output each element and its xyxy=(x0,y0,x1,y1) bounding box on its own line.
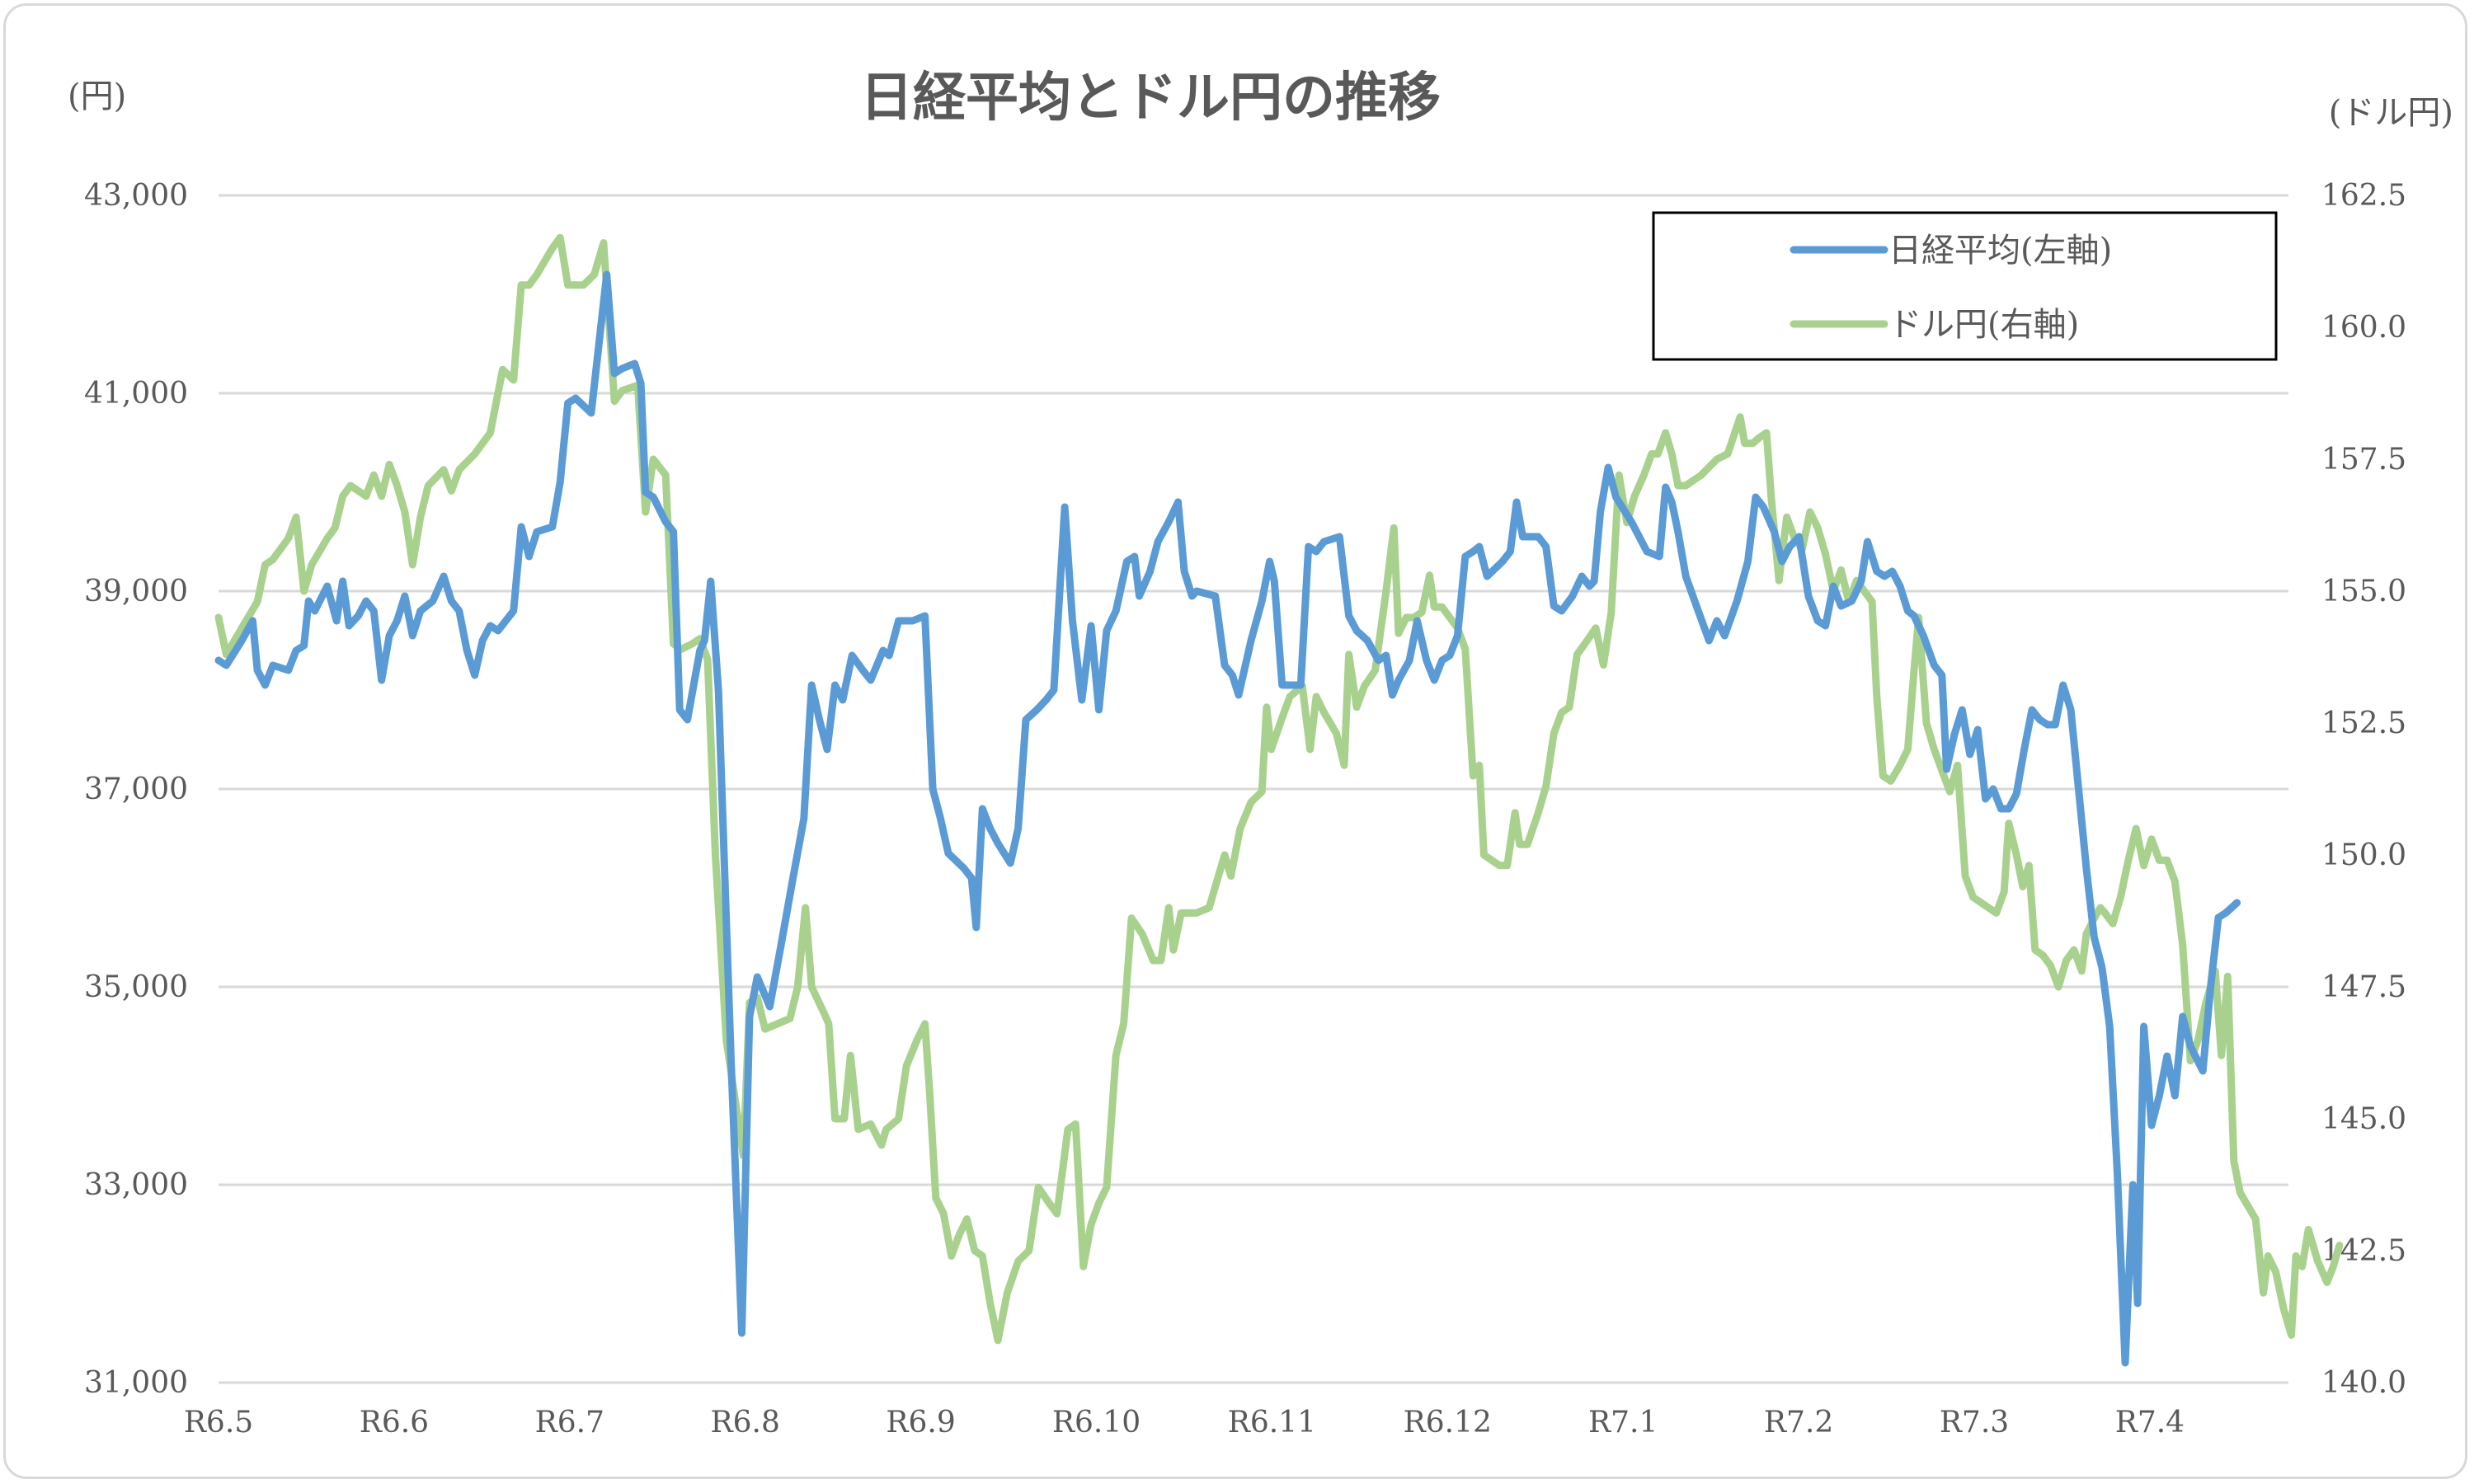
right-axis-ticks: 140.0142.5145.0147.5150.0152.5155.0157.5… xyxy=(2321,179,2406,1400)
x-tick-label: R6.5 xyxy=(184,1406,253,1439)
x-tick-label: R7.3 xyxy=(1940,1406,2009,1439)
left-tick-label: 39,000 xyxy=(84,575,188,608)
chart-title: 日経平均とドル円の推移 xyxy=(860,67,1441,129)
left-tick-label: 37,000 xyxy=(84,773,188,806)
right-tick-label: 162.5 xyxy=(2321,179,2406,213)
legend-label-nikkei: 日経平均(左軸) xyxy=(1888,232,2112,270)
right-tick-label: 155.0 xyxy=(2321,575,2406,608)
left-tick-label: 43,000 xyxy=(84,179,188,213)
x-tick-label: R6.10 xyxy=(1052,1406,1141,1439)
gridlines xyxy=(219,194,2288,1384)
x-tick-label: R6.11 xyxy=(1228,1406,1316,1439)
right-tick-label: 147.5 xyxy=(2321,970,2406,1004)
x-tick-label: R7.4 xyxy=(2115,1406,2185,1439)
x-axis-ticks: R6.5 R6.6 R6.7 R6.8 R6.9 R6.10 R6.11 R6.12 R7.1 R… xyxy=(184,1406,2185,1439)
right-tick-label: 152.5 xyxy=(2321,707,2406,740)
right-tick-label: 145.0 xyxy=(2321,1102,2406,1136)
right-tick-label: 157.5 xyxy=(2321,443,2406,477)
x-tick-label: R6.8 xyxy=(711,1406,780,1439)
right-tick-label: 150.0 xyxy=(2321,838,2406,872)
x-tick-label: R6.9 xyxy=(886,1406,955,1439)
x-tick-label: R7.2 xyxy=(1764,1406,1833,1439)
right-tick-label: 140.0 xyxy=(2321,1366,2406,1400)
series-layer xyxy=(214,233,2344,1367)
legend-label-usdjpy: ドル円(右軸) xyxy=(1888,306,2079,344)
right-tick-label: 160.0 xyxy=(2321,311,2406,345)
left-axis-ticks: 31,000 33,000 35,000 37,000 39,000 41,000 43,0… xyxy=(84,179,188,1400)
x-tick-label: R7.1 xyxy=(1588,1406,1658,1439)
x-tick-label: R6.7 xyxy=(535,1406,604,1439)
x-tick-label: R6.12 xyxy=(1404,1406,1492,1439)
left-tick-label: 35,000 xyxy=(84,970,188,1004)
left-tick-label: 33,000 xyxy=(84,1168,188,1202)
series-line-nikkei xyxy=(214,270,2241,1367)
right-axis-unit: (ドル円) xyxy=(2329,94,2453,132)
left-tick-label: 31,000 xyxy=(84,1366,188,1400)
legend: 日経平均(左軸) ドル円(右軸) xyxy=(1652,211,2278,361)
legend-box xyxy=(1652,211,2278,361)
left-tick-label: 41,000 xyxy=(84,377,188,411)
left-axis-unit: (円) xyxy=(68,77,126,115)
x-tick-label: R6.6 xyxy=(360,1406,429,1439)
